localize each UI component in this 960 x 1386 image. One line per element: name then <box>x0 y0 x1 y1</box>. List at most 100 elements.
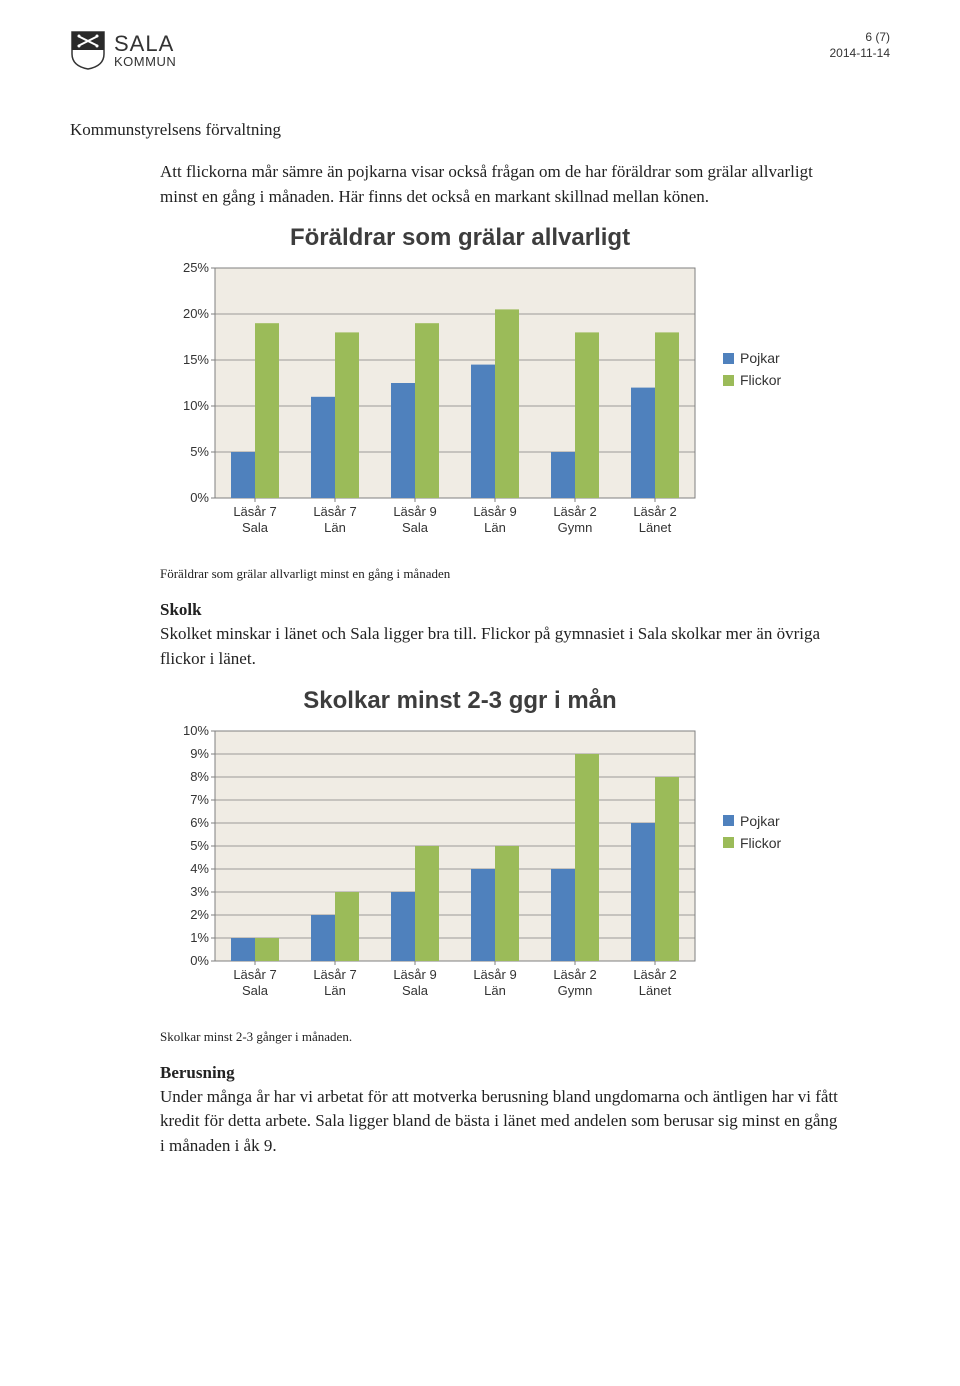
svg-text:Län: Län <box>324 520 346 535</box>
chart2-inner: 0%1%2%3%4%5%6%7%8%9%10%Läsår 7SalaLäsår … <box>160 723 840 1011</box>
bar <box>231 938 255 961</box>
svg-text:20%: 20% <box>183 306 209 321</box>
svg-text:Länet: Länet <box>639 520 672 535</box>
chart1-title: Föräldrar som grälar allvarligt <box>220 224 700 252</box>
chart1-caption: Föräldrar som grälar allvarligt minst en… <box>160 566 890 582</box>
page: SALA KOMMUN 6 (7) 2014-11-14 Kommunstyre… <box>0 0 960 1208</box>
bar <box>255 323 279 498</box>
bar <box>415 846 439 961</box>
logo-shield-icon <box>70 30 106 70</box>
bar <box>495 846 519 961</box>
bar <box>335 892 359 961</box>
logo-text: SALA KOMMUN <box>114 33 176 68</box>
svg-text:5%: 5% <box>190 838 209 853</box>
svg-text:Läsår 2: Läsår 2 <box>553 504 596 519</box>
bar <box>575 333 599 499</box>
svg-text:Läsår 7: Läsår 7 <box>313 967 356 982</box>
svg-text:7%: 7% <box>190 792 209 807</box>
svg-text:25%: 25% <box>183 260 209 275</box>
page-number: 6 (7) <box>830 30 891 46</box>
legend-swatch <box>723 815 734 826</box>
legend-swatch <box>723 375 734 386</box>
svg-text:Läsår 2: Läsår 2 <box>633 967 676 982</box>
chart2-title: Skolkar minst 2-3 ggr i mån <box>220 687 700 715</box>
bar <box>631 823 655 961</box>
svg-text:6%: 6% <box>190 815 209 830</box>
svg-text:Sala: Sala <box>402 520 429 535</box>
svg-text:15%: 15% <box>183 352 209 367</box>
department-line: Kommunstyrelsens förvaltning <box>70 120 890 140</box>
bar <box>391 383 415 498</box>
svg-text:Sala: Sala <box>242 983 269 998</box>
legend-label: Pojkar <box>740 813 780 829</box>
bar <box>551 869 575 961</box>
legend-item: Flickor <box>723 835 781 851</box>
svg-text:Län: Län <box>484 520 506 535</box>
page-date: 2014-11-14 <box>830 46 891 62</box>
bar <box>655 777 679 961</box>
chart2-svg: 0%1%2%3%4%5%6%7%8%9%10%Läsår 7SalaLäsår … <box>160 723 705 1006</box>
svg-text:8%: 8% <box>190 769 209 784</box>
bar <box>631 388 655 498</box>
chart1-inner: 0%5%10%15%20%25%Läsår 7SalaLäsår 7LänLäs… <box>160 260 840 548</box>
svg-text:Län: Län <box>324 983 346 998</box>
svg-text:9%: 9% <box>190 746 209 761</box>
svg-text:4%: 4% <box>190 861 209 876</box>
svg-text:Sala: Sala <box>242 520 269 535</box>
svg-text:Gymn: Gymn <box>558 520 593 535</box>
bar <box>655 333 679 499</box>
bar <box>311 397 335 498</box>
svg-text:Läsår 7: Läsår 7 <box>233 967 276 982</box>
svg-text:Läsår 7: Läsår 7 <box>313 504 356 519</box>
chart1-svg-col: 0%5%10%15%20%25%Läsår 7SalaLäsår 7LänLäs… <box>160 260 705 548</box>
legend-label: Pojkar <box>740 350 780 366</box>
svg-text:0%: 0% <box>190 490 209 505</box>
bar <box>575 754 599 961</box>
svg-text:2%: 2% <box>190 907 209 922</box>
svg-text:Gymn: Gymn <box>558 983 593 998</box>
svg-text:Länet: Länet <box>639 983 672 998</box>
intro-paragraph: Att flickorna mår sämre än pojkarna visa… <box>160 160 840 209</box>
bar <box>335 333 359 499</box>
svg-text:Läsår 9: Läsår 9 <box>393 967 436 982</box>
svg-text:10%: 10% <box>183 398 209 413</box>
bar <box>471 869 495 961</box>
svg-text:3%: 3% <box>190 884 209 899</box>
svg-text:Sala: Sala <box>402 983 429 998</box>
skolk-text: Skolket minskar i länet och Sala ligger … <box>160 622 840 671</box>
bar <box>415 323 439 498</box>
svg-text:Läsår 9: Läsår 9 <box>473 967 516 982</box>
page-meta: 6 (7) 2014-11-14 <box>830 30 891 61</box>
bar <box>471 365 495 498</box>
chart2-wrap: Skolkar minst 2-3 ggr i mån 0% 1% 2% 3% 4% 5%… <box>160 687 840 1011</box>
bar <box>255 938 279 961</box>
legend-swatch <box>723 353 734 364</box>
svg-text:Läsår 9: Läsår 9 <box>393 504 436 519</box>
legend-item: Flickor <box>723 372 781 388</box>
skolk-heading: Skolk <box>160 600 890 620</box>
svg-text:Läsår 2: Läsår 2 <box>633 504 676 519</box>
logo-bottom: KOMMUN <box>114 55 176 68</box>
legend-swatch <box>723 837 734 848</box>
bar <box>231 452 255 498</box>
logo-block: SALA KOMMUN <box>70 30 176 70</box>
legend-item: Pojkar <box>723 350 781 366</box>
legend-item: Pojkar <box>723 813 781 829</box>
chart2-svg-col: 0%1%2%3%4%5%6%7%8%9%10%Läsår 7SalaLäsår … <box>160 723 705 1011</box>
chart2-legend: Pojkar Flickor <box>705 723 781 857</box>
svg-text:0%: 0% <box>190 953 209 968</box>
logo-top: SALA <box>114 33 176 55</box>
chart2-caption: Skolkar minst 2-3 gånger i månaden. <box>160 1029 890 1045</box>
bar <box>311 915 335 961</box>
legend-label: Flickor <box>740 835 781 851</box>
svg-text:5%: 5% <box>190 444 209 459</box>
svg-text:1%: 1% <box>190 930 209 945</box>
svg-text:10%: 10% <box>183 723 209 738</box>
svg-text:Läsår 9: Läsår 9 <box>473 504 516 519</box>
header: SALA KOMMUN 6 (7) 2014-11-14 <box>70 30 890 70</box>
svg-text:Län: Län <box>484 983 506 998</box>
legend-label: Flickor <box>740 372 781 388</box>
chart1-wrap: Föräldrar som grälar allvarligt 0% 5% 10% 1… <box>160 224 840 548</box>
berusning-heading: Berusning <box>160 1063 890 1083</box>
chart1-legend: Pojkar Flickor <box>705 260 781 394</box>
